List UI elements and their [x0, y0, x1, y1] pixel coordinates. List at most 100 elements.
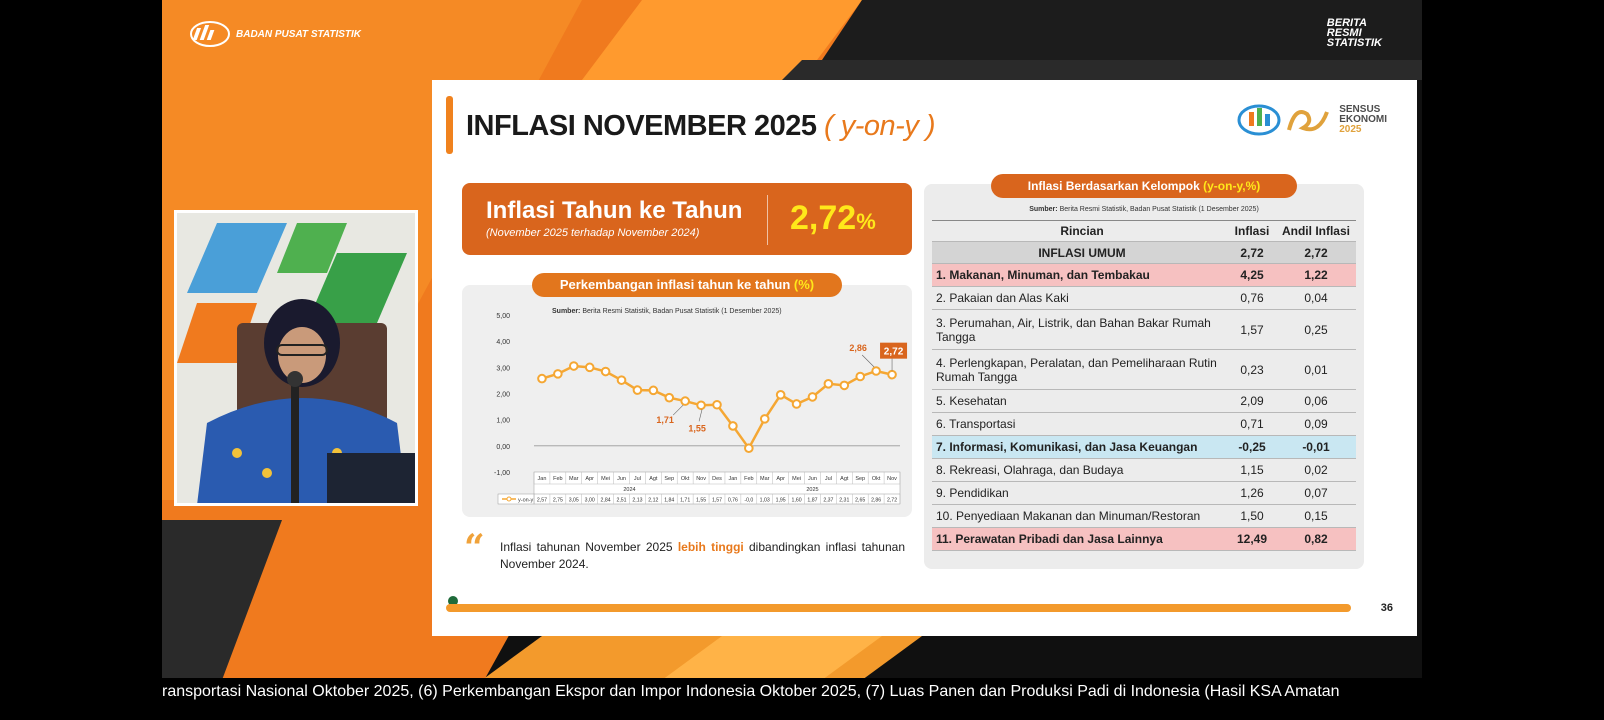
data-label: 1,84 — [664, 498, 674, 504]
brs-line-3: STATISTIK — [1326, 37, 1382, 49]
x-tick-label: Jul — [634, 476, 641, 482]
x-tick-label: Agt — [840, 476, 849, 482]
row-label: 4. Perlengkapan, Peralatan, dan Pemeliha… — [936, 355, 1217, 384]
year-label: 2025 — [806, 487, 818, 493]
bps-logo-icon — [190, 21, 230, 47]
row-label: 11. Perawatan Pribadi dan Jasa Lainnya — [936, 532, 1163, 546]
data-label: 1,57 — [712, 498, 722, 504]
x-tick-label: Des — [712, 476, 722, 482]
data-point — [823, 379, 834, 389]
y-tick-label: 2,00 — [496, 392, 510, 399]
row-andil: 2,72 — [1304, 245, 1328, 260]
chart-source: Sumber: Berita Resmi Statistik, Badan Pu… — [552, 308, 782, 315]
table-row: 10. Penyediaan Makanan dan Minuman/Resto… — [932, 505, 1356, 528]
page-number: 36 — [1380, 602, 1393, 614]
data-label: 2,84 — [601, 498, 611, 504]
x-tick-label: Sep — [664, 476, 674, 482]
row-inflasi: 12,49 — [1236, 532, 1268, 546]
x-tick-label: Jul — [825, 476, 832, 482]
data-point — [616, 375, 627, 385]
x-tick-label: Jan — [538, 476, 547, 482]
data-label: 1,55 — [696, 498, 706, 504]
headline-box: Inflasi Tahun ke Tahun (November 2025 te… — [462, 183, 912, 255]
data-point — [648, 385, 659, 396]
data-label: 2,31 — [839, 498, 849, 504]
table-row: 9. Pendidikan 1,26 0,07 — [932, 482, 1356, 505]
x-tick-label: Mar — [569, 476, 579, 482]
sensus-logo-icon — [1237, 104, 1330, 136]
annotation-leader — [698, 409, 703, 422]
y-tick-label: -1,00 — [494, 470, 510, 477]
row-inflasi: 4,25 — [1240, 268, 1264, 282]
row-label: 2. Pakaian dan Alas Kaki — [936, 291, 1069, 305]
data-point — [696, 400, 706, 411]
annotation-label: 2,72 — [884, 347, 904, 358]
data-label: 2,13 — [632, 498, 642, 504]
row-andil: 0,25 — [1304, 322, 1328, 337]
presentation-slide: INFLASI NOVEMBER 2025 ( y-on-y ) SENSUS … — [432, 80, 1417, 636]
data-point — [775, 390, 786, 400]
table-header-row: Rincian Inflasi Andil Inflasi — [932, 220, 1356, 242]
table-row: 8. Rekreasi, Olahraga, dan Budaya 1,15 0… — [932, 459, 1356, 482]
table-title-unit: (y-on-y,%) — [1203, 179, 1261, 193]
chart-source-text: Berita Resmi Statistik, Badan Pusat Stat… — [582, 308, 782, 315]
table-row: 3. Perumahan, Air, Listrik, dan Bahan Ba… — [932, 310, 1356, 350]
row-andil: 0,04 — [1304, 291, 1328, 305]
table-source-text: Berita Resmi Statistik, Badan Pusat Stat… — [1059, 206, 1259, 213]
inflation-table: Rincian Inflasi Andil Inflasi INFLASI UM… — [932, 220, 1356, 551]
row-andil: 0,07 — [1304, 486, 1328, 500]
summary-quote: Inflasi tahunan November 2025 lebih ting… — [500, 539, 905, 573]
annotation-box — [880, 342, 908, 359]
data-point — [553, 369, 563, 379]
row-andil: 0,82 — [1304, 532, 1328, 546]
sensus-line-1: SENSUS — [1339, 104, 1381, 115]
data-point — [600, 366, 611, 377]
table-source: Sumber: Berita Resmi Statistik, Badan Pu… — [924, 206, 1364, 213]
data-point — [584, 362, 595, 373]
row-andil: 0,06 — [1304, 394, 1328, 408]
y-tick-label: 5,00 — [496, 313, 510, 320]
legend-label: y-on-y — [518, 498, 534, 504]
progress-bar — [446, 604, 1351, 612]
table-source-label: Sumber: — [1029, 206, 1058, 213]
x-tick-label: Agt — [649, 476, 658, 482]
slide-title-suffix: ( y-on-y ) — [824, 110, 936, 142]
annotation-label: 2,86 — [849, 343, 867, 353]
row-inflasi: 0,71 — [1240, 417, 1264, 431]
table-row: 1. Makanan, Minuman, dan Tembakau 4,25 1… — [932, 264, 1356, 287]
row-label: 5. Kesehatan — [936, 394, 1007, 408]
row-inflasi: 1,57 — [1240, 322, 1264, 337]
x-tick-label: Jan — [728, 476, 737, 482]
data-label: 1,95 — [776, 498, 786, 504]
table-row: 6. Transportasi 0,71 0,09 — [932, 413, 1356, 436]
x-tick-label: Mei — [792, 476, 801, 482]
row-label: 1. Makanan, Minuman, dan Tembakau — [936, 268, 1150, 282]
data-label: 2,57 — [537, 498, 547, 504]
sensus-text: SENSUS EKONOMI 2025 — [1339, 105, 1387, 135]
data-point — [632, 385, 643, 395]
x-tick-label: Feb — [744, 476, 753, 482]
data-point — [839, 380, 850, 391]
quote-text-before: Inflasi tahunan November 2025 — [500, 540, 678, 554]
data-point — [744, 443, 754, 453]
chart-title: Perkembangan inflasi tahun ke tahun (%) — [532, 273, 842, 297]
data-label: 2,72 — [887, 498, 897, 504]
x-tick-label: Sep — [855, 476, 865, 482]
data-point — [887, 369, 897, 380]
x-tick-label: Mei — [601, 476, 610, 482]
row-label: 9. Pendidikan — [936, 486, 1009, 500]
brs-logo: BERITA RESMI STATISTIK — [1326, 18, 1382, 49]
x-tick-label: Mar — [760, 476, 770, 482]
chart-title-text: Perkembangan inflasi tahun ke tahun — [559, 277, 791, 292]
quote-highlight: lebih tinggi — [677, 540, 744, 554]
row-label: 6. Transportasi — [936, 417, 1016, 431]
table-panel: Inflasi Berdasarkan Kelompok (y-on-y,%) … — [924, 174, 1364, 569]
row-inflasi: 2,72 — [1240, 245, 1264, 260]
data-point — [791, 399, 802, 409]
table-row-umum: INFLASI UMUM 2,72 2,72 — [932, 242, 1356, 264]
annotation-leader — [672, 404, 684, 416]
data-label: 3,05 — [569, 498, 579, 504]
annotation-leader — [861, 354, 875, 368]
row-label: 10. Penyediaan Makanan dan Minuman/Resto… — [936, 509, 1201, 523]
table-row: 11. Perawatan Pribadi dan Jasa Lainnya 1… — [932, 528, 1356, 551]
